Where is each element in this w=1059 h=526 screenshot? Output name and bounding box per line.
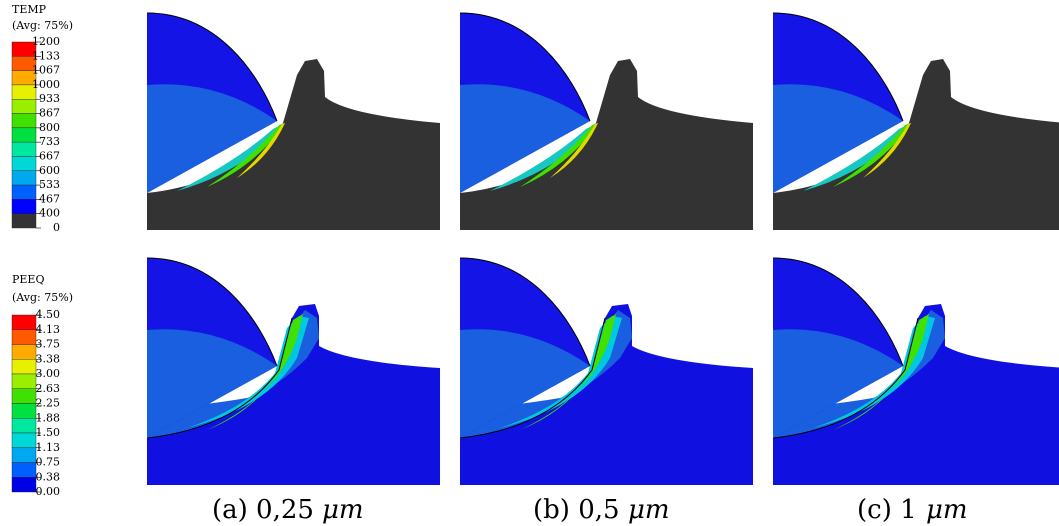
legend-swatch xyxy=(11,314,37,330)
legend-swatch xyxy=(11,462,37,478)
legend-peeq: PEEQ (Avg: 75%) xyxy=(12,273,73,304)
legend-label: 667 xyxy=(39,149,60,162)
legend-swatch xyxy=(11,184,37,200)
legend-swatch xyxy=(11,359,37,375)
panel-temp-c xyxy=(772,12,1059,230)
legend-label: 3.00 xyxy=(36,367,61,380)
legend-swatch xyxy=(11,403,37,419)
legend-label: 1067 xyxy=(32,64,60,77)
legend-swatch xyxy=(11,141,37,157)
captions: (a) 0,25 μm (b) 0,5 μm (c) 1 μm xyxy=(212,495,968,525)
legend-label: 467 xyxy=(39,192,60,205)
legend-label: 1.50 xyxy=(36,426,61,439)
caption-unit: μm xyxy=(926,495,968,525)
legend-label: 0.75 xyxy=(36,456,61,469)
legend-label: 400 xyxy=(39,207,60,220)
panel-temp-b xyxy=(459,12,753,230)
legend-label: 1133 xyxy=(32,49,60,62)
legend-label: 3.38 xyxy=(36,352,61,365)
legend-label: 867 xyxy=(39,107,60,120)
caption-unit: μm xyxy=(322,495,364,525)
panel-temp-a xyxy=(146,12,440,230)
legend-swatch xyxy=(11,127,37,143)
legend-swatch xyxy=(11,418,37,434)
caption-label: (a) 0,25 xyxy=(212,495,314,525)
legend-label: 733 xyxy=(39,135,60,148)
legend-label: 800 xyxy=(39,121,60,134)
legend-label: 2.63 xyxy=(36,382,61,395)
legend-swatch xyxy=(11,99,37,114)
legend-subtitle: (Avg: 75%) xyxy=(12,19,73,32)
legend-swatch xyxy=(11,199,37,214)
legend-label: 3.75 xyxy=(36,338,61,351)
panel-peeq-a xyxy=(146,257,441,486)
legend-label: 4.13 xyxy=(36,323,61,336)
legend-label: 1.88 xyxy=(36,411,61,424)
legend-swatch xyxy=(11,170,37,186)
legend-label: 0.00 xyxy=(36,485,61,498)
caption-label: (c) 1 xyxy=(857,495,917,525)
legend-label: 1200 xyxy=(32,35,60,48)
legend-swatch xyxy=(11,113,37,129)
legend-swatch xyxy=(11,477,37,493)
legend-label: 1.13 xyxy=(36,441,61,454)
panel-peeq-b xyxy=(459,257,754,486)
legend-label: 1000 xyxy=(32,78,60,91)
legend-swatch xyxy=(11,344,37,360)
legend-subtitle: (Avg: 75%) xyxy=(12,291,73,304)
legend-label: 533 xyxy=(39,178,60,191)
legend-temp: TEMP (Avg: 75%) xyxy=(12,3,73,32)
legend-swatch xyxy=(11,329,37,345)
legend-title: PEEQ xyxy=(12,273,44,286)
legend-swatch xyxy=(11,432,37,448)
legend-title: TEMP xyxy=(12,3,47,16)
legend-label: 933 xyxy=(39,92,60,105)
legend-label: 600 xyxy=(39,164,60,177)
legend-label: 0 xyxy=(53,221,60,234)
panel-peeq-c xyxy=(772,257,1059,486)
caption-unit: μm xyxy=(628,495,670,525)
legend-label: 0.38 xyxy=(36,470,61,483)
legend-swatch xyxy=(11,447,37,463)
legend-swatch xyxy=(11,373,37,389)
legend-swatch xyxy=(11,388,37,404)
legend-label: 2.25 xyxy=(36,397,61,410)
legend-swatch xyxy=(11,213,37,229)
legend-swatch xyxy=(11,156,37,171)
legend-label: 4.50 xyxy=(36,308,61,321)
caption-label: (b) 0,5 xyxy=(533,495,620,525)
